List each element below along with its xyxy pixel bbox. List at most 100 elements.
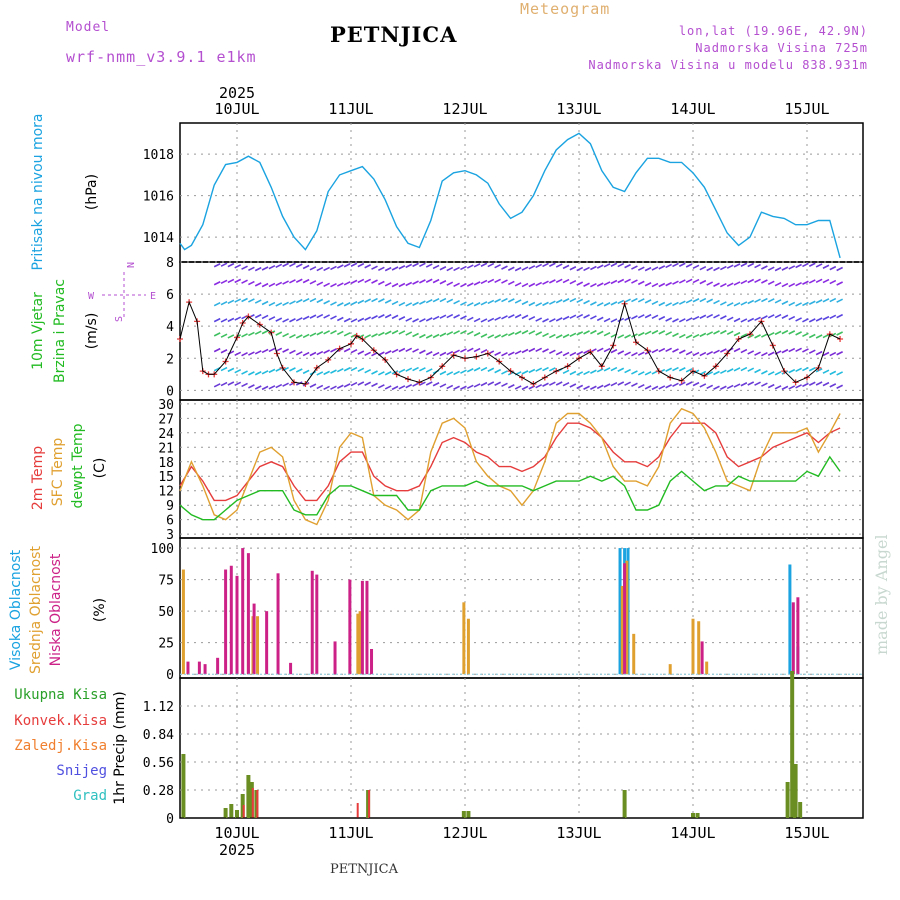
wind-barb (507, 280, 515, 286)
wind-barb (678, 367, 686, 372)
wind-barb (733, 367, 741, 372)
wind-barb (767, 314, 775, 319)
panel-frame (179, 537, 864, 679)
wind-barb (453, 370, 460, 376)
wind-barb (405, 263, 413, 269)
wind-barb (460, 301, 467, 306)
year-label-top: 2025 (219, 84, 255, 102)
wind-barb (302, 351, 310, 357)
wind-barb (521, 385, 529, 391)
wind-barb (713, 385, 720, 390)
wind-barb (631, 315, 638, 320)
wind-barb (343, 347, 351, 353)
wind-barb (453, 282, 460, 288)
wind-barb (733, 347, 741, 353)
wind-barb (241, 265, 248, 270)
wind-barb (261, 282, 269, 288)
wind-barb (822, 333, 830, 339)
wind-barb (569, 383, 577, 388)
wind-barb (473, 263, 481, 268)
wind-barb (706, 313, 714, 319)
wind-barb (754, 263, 761, 269)
wind-barb (672, 348, 679, 353)
wind-barb (808, 279, 816, 284)
wind-barb (405, 347, 413, 353)
wind-barb (227, 381, 235, 386)
wind-barb (781, 329, 789, 335)
wind-barb (815, 299, 823, 304)
x-tick-label-top: 12JUL (442, 100, 487, 118)
wind-barb (596, 264, 604, 269)
panel-frame (179, 399, 864, 539)
wind-barb (398, 301, 406, 307)
wind-barb (747, 381, 755, 386)
wind-barb (761, 315, 768, 320)
wind-barb (706, 350, 714, 356)
bar-low-cloud (203, 664, 207, 675)
wind-barb (487, 299, 495, 305)
wind-barb (596, 384, 604, 390)
wind-barb (685, 299, 693, 304)
cloud-ylabel-3: Niska Oblacnost (48, 553, 64, 666)
wind-barb (330, 348, 337, 353)
wind-barb (542, 280, 549, 285)
wind-barb (268, 347, 276, 353)
wind-barb (330, 369, 337, 374)
wind-barb (726, 368, 734, 373)
wind-barb (802, 262, 809, 268)
wind-barb (528, 282, 536, 288)
wind-barb (364, 334, 372, 339)
wind-barb (371, 315, 378, 320)
wind-barb (460, 348, 467, 353)
wind-barb (767, 298, 775, 303)
wind-barb (350, 381, 358, 387)
x-tick-label-bottom: 10JUL (214, 824, 259, 842)
wind-barb (419, 381, 426, 386)
wind-barb (487, 317, 495, 323)
wind-barb (562, 278, 570, 284)
wind-barb (808, 349, 816, 354)
wind-barb (398, 282, 406, 288)
y-tick-label: 1.12 (143, 700, 174, 715)
wind-barb (501, 370, 508, 375)
wind-barb (590, 265, 597, 271)
x-tick-label-top: 11JUL (328, 100, 373, 118)
bar-low-cloud (246, 553, 250, 675)
wind-barb (637, 266, 645, 271)
bar-low-cloud (700, 641, 704, 675)
x-tick-label-bottom: 14JUL (670, 824, 715, 842)
wind-barb (487, 381, 495, 386)
wind-barb (460, 315, 467, 320)
wind-barb (425, 263, 433, 268)
wind-barb (678, 300, 686, 305)
wind-barb (590, 301, 597, 306)
y-tick-label: 15 (158, 470, 174, 485)
wind-barb (480, 348, 488, 354)
y-tick-label: 12 (158, 485, 174, 500)
wind-barb (815, 368, 823, 373)
wind-barb (555, 263, 563, 268)
wind-barb (815, 334, 823, 339)
wind-barb (432, 351, 440, 357)
bar-total-precip (793, 764, 798, 818)
wind-barb (637, 351, 645, 356)
wind-barb (699, 383, 707, 388)
wind-barb (829, 265, 837, 271)
wind-barb (624, 278, 631, 284)
bar-convective-precip (356, 803, 359, 818)
wind-barb (364, 368, 372, 374)
wind-barb (405, 302, 413, 307)
series-wind-line (179, 300, 841, 385)
bar-total-precip (461, 811, 466, 818)
wind-barb (535, 263, 543, 269)
y-tick-label: 0.84 (143, 728, 174, 743)
precip-unit: 1hr Precip (mm) (112, 691, 128, 804)
wind-barb (336, 330, 344, 336)
temp-ylabel-1: 2m Temp (30, 446, 46, 510)
wind-barb (514, 385, 522, 390)
x-tick-label-top: 10JUL (214, 100, 259, 118)
wind-barb (720, 301, 727, 306)
wind-barb (617, 278, 625, 284)
wind-barb (603, 302, 611, 307)
wind-barb (603, 317, 611, 323)
